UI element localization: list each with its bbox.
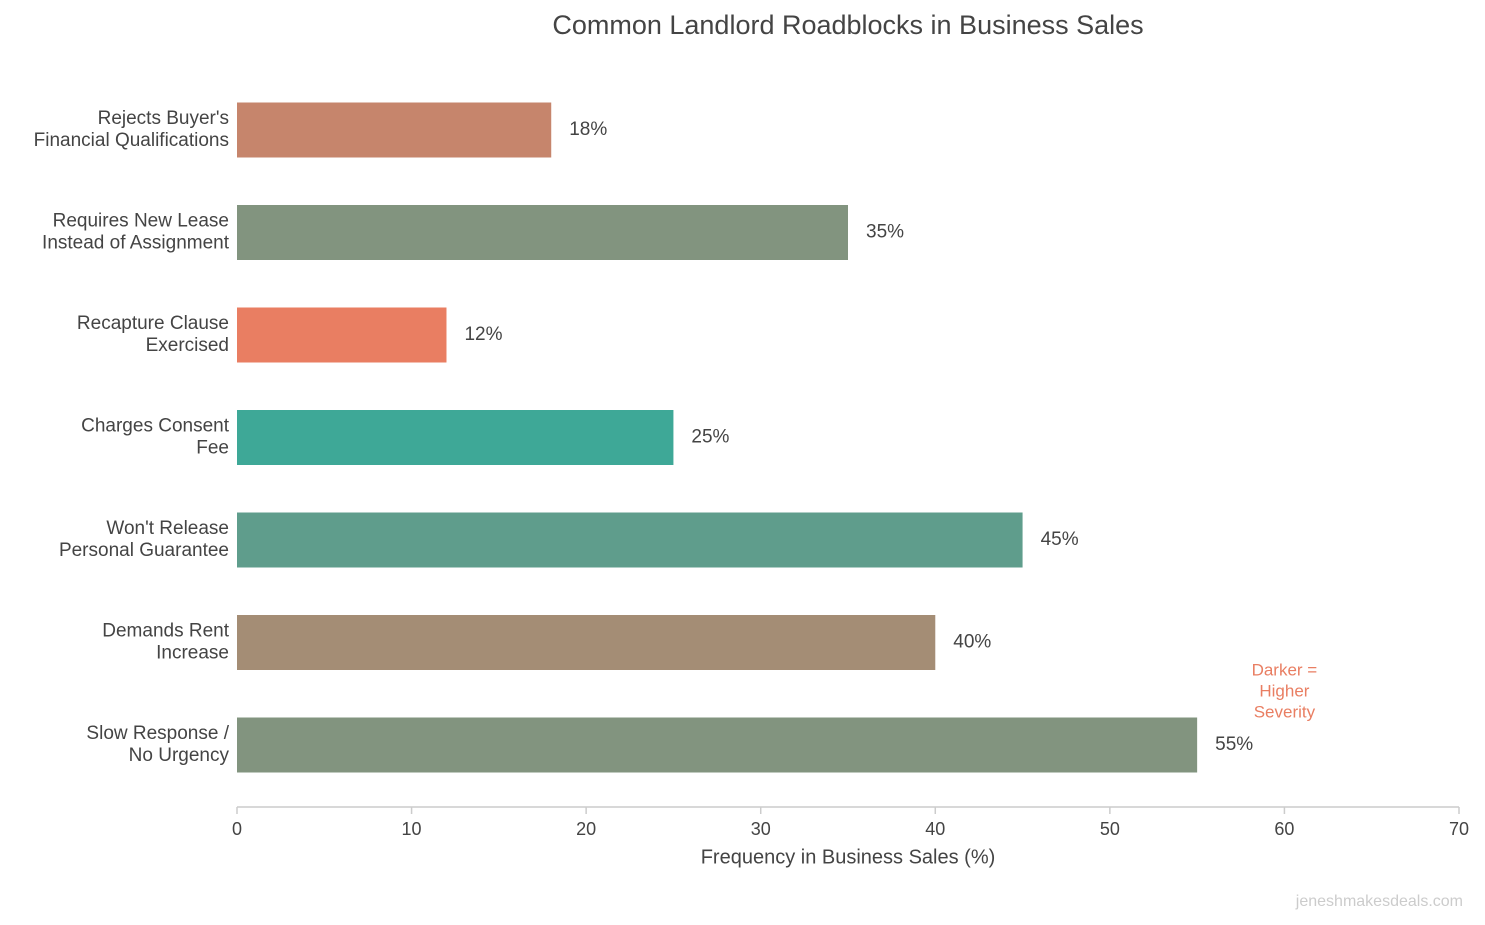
y-tick-label: Fee xyxy=(196,438,229,459)
x-tick-label: 10 xyxy=(402,819,422,839)
y-tick-label: Rejects Buyer's xyxy=(98,108,229,129)
y-tick-label: Slow Response / xyxy=(86,723,229,744)
y-tick-label: Won't Release xyxy=(106,518,229,539)
bar xyxy=(237,615,936,670)
value-label: 45% xyxy=(1041,529,1079,550)
bar xyxy=(237,205,848,260)
x-tick-label: 30 xyxy=(751,819,771,839)
bar xyxy=(237,410,674,465)
y-tick-label: Recapture Clause xyxy=(77,313,229,334)
y-tick-label: Demands Rent xyxy=(102,621,229,642)
x-tick-label: 40 xyxy=(925,819,945,839)
y-tick-label: Requires New Lease xyxy=(53,211,229,232)
y-tick-label: Increase xyxy=(156,643,229,664)
y-tick-label: Exercised xyxy=(146,335,229,356)
value-label: 25% xyxy=(691,427,729,448)
y-tick-label: Personal Guarantee xyxy=(59,540,229,561)
value-label: 35% xyxy=(866,222,904,243)
bar xyxy=(237,512,1023,568)
annotation: Severity xyxy=(1254,702,1316,721)
x-tick-label: 70 xyxy=(1449,819,1469,839)
y-tick-label: No Urgency xyxy=(129,745,230,766)
annotation: Higher xyxy=(1259,681,1309,700)
chart-title: Common Landlord Roadblocks in Business S… xyxy=(552,10,1143,40)
x-tick-label: 60 xyxy=(1274,819,1294,839)
x-axis-label: Frequency in Business Sales (%) xyxy=(701,846,996,868)
x-tick-label: 50 xyxy=(1100,819,1120,839)
value-label: 18% xyxy=(569,119,607,140)
y-tick-label: Instead of Assignment xyxy=(42,233,230,254)
x-tick-label: 0 xyxy=(232,819,242,839)
y-tick-label: Financial Qualifications xyxy=(34,130,229,151)
y-tick-label: Charges Consent xyxy=(81,416,230,437)
bar xyxy=(237,717,1198,773)
x-tick-label: 20 xyxy=(576,819,596,839)
value-label: 55% xyxy=(1215,734,1253,755)
bar xyxy=(237,102,552,158)
bar xyxy=(237,307,447,363)
watermark: jeneshmakesdeals.com xyxy=(1295,893,1463,910)
value-label: 12% xyxy=(464,324,502,345)
annotation: Darker = xyxy=(1252,660,1318,679)
value-label: 40% xyxy=(953,632,991,653)
